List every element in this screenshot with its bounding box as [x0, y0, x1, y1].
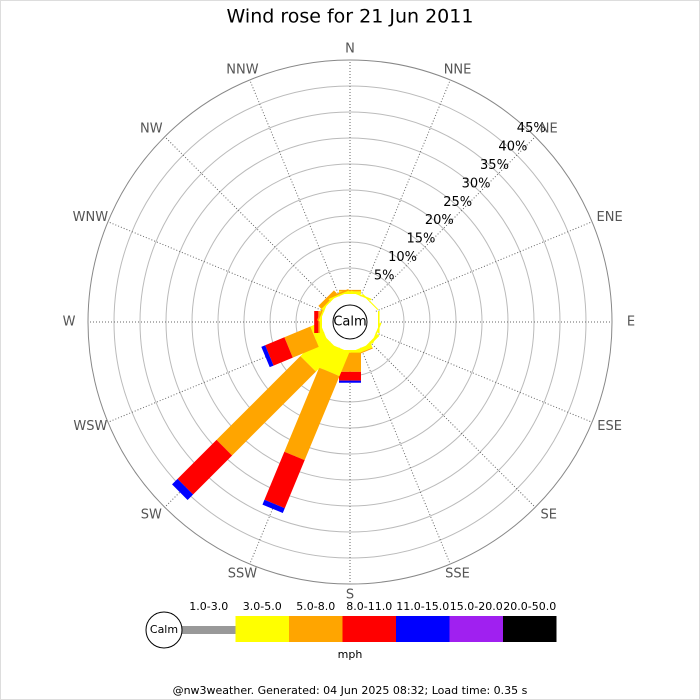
direction-label: ESE: [597, 419, 622, 434]
direction-label: NW: [140, 121, 163, 136]
r-tick-label: 35%: [480, 158, 509, 173]
legend-calm-circle: [145, 611, 183, 649]
grid-ring: [139, 111, 561, 533]
direction-label: NNW: [226, 62, 258, 77]
bar-segment: [339, 380, 361, 383]
direction-label: SSW: [228, 567, 258, 582]
calm-circle: [332, 304, 368, 340]
bar-segment: [314, 311, 319, 333]
direction-label: NE: [540, 121, 558, 136]
spoke: [375, 332, 593, 423]
legend-swatch: [449, 616, 503, 642]
direction-label: ENE: [597, 210, 623, 225]
legend-swatch: [342, 616, 396, 642]
chart-title: Wind rose for 21 Jun 2011: [227, 6, 474, 28]
legend-calm-label: Calm: [150, 623, 178, 636]
r-tick-label: 25%: [443, 195, 472, 210]
r-tick-label: 40%: [498, 140, 527, 155]
bar-segment: [262, 499, 285, 514]
legend-swatch: [289, 616, 343, 642]
direction-label: WNW: [73, 210, 109, 225]
spoke: [360, 347, 451, 565]
legend-label: 15.0-20.0: [450, 600, 503, 613]
calm-label: Calm: [333, 315, 366, 330]
bar-segment: [339, 289, 361, 292]
unit-label: mph: [338, 648, 363, 661]
bar-segment: [216, 356, 316, 456]
spoke: [369, 341, 536, 508]
legend-swatch: [235, 616, 289, 642]
legend-swatch: [396, 616, 450, 642]
legend-label: 3.0-5.0: [243, 600, 282, 613]
r-tick-label: 15%: [407, 232, 436, 247]
bar-segment: [264, 451, 305, 509]
bar-segment: [362, 293, 379, 310]
bar-segment: [284, 326, 319, 358]
bar-segment: [261, 345, 274, 368]
bar-segment: [265, 337, 293, 366]
footer: @nw3weather. Generated: 04 Jun 2025 08:3…: [173, 684, 528, 697]
r-tick-label: 30%: [462, 176, 491, 191]
bar-segment: [339, 371, 361, 381]
spoke: [107, 221, 325, 312]
direction-label: NNE: [444, 62, 472, 77]
legend-label: 11.0-15.0: [396, 600, 449, 613]
r-tick-label: 45%: [517, 121, 546, 136]
bar-segment: [328, 290, 350, 301]
legend-label: 5.0-8.0: [296, 600, 335, 613]
spoke: [375, 221, 593, 312]
legend-swatch: [182, 626, 236, 634]
direction-label: N: [345, 42, 355, 57]
direction-label: E: [627, 315, 635, 330]
bar-segment: [300, 334, 338, 372]
r-tick-label: 10%: [388, 250, 417, 265]
bar-segment: [172, 478, 194, 500]
direction-label: SE: [540, 508, 556, 523]
direction-label: W: [63, 315, 76, 330]
bar-segment: [177, 439, 233, 495]
direction-label: SW: [141, 508, 162, 523]
r-tick-label: 5%: [374, 268, 395, 283]
grid-ring: [217, 189, 483, 455]
legend-swatch: [503, 616, 557, 642]
r-tick-label: 20%: [425, 213, 454, 228]
spoke: [369, 136, 536, 303]
direction-label: S: [346, 588, 354, 603]
bar-segment: [327, 289, 349, 299]
legend-label: 8.0-11.0: [346, 600, 392, 613]
bar-segment: [318, 290, 337, 309]
bar-segment: [284, 367, 340, 461]
spoke: [360, 79, 451, 297]
spoke: [164, 136, 331, 303]
legend-label: 20.0-50.0: [503, 600, 556, 613]
spoke: [249, 79, 340, 297]
grid-ring: [87, 59, 613, 585]
direction-label: SSE: [445, 567, 470, 582]
direction-label: WSW: [73, 419, 107, 434]
legend-label: 1.0-3.0: [189, 600, 228, 613]
